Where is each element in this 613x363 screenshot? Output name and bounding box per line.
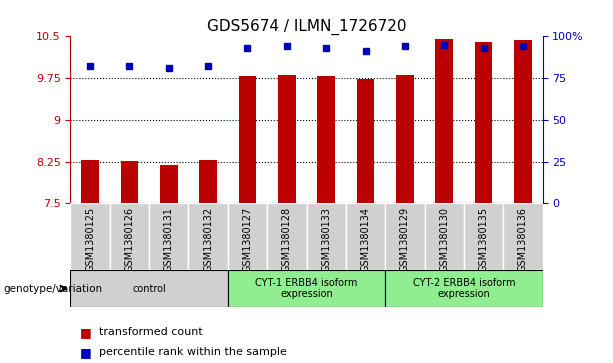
FancyBboxPatch shape bbox=[110, 203, 149, 270]
Text: GSM1380134: GSM1380134 bbox=[360, 207, 370, 272]
FancyBboxPatch shape bbox=[70, 270, 228, 307]
FancyBboxPatch shape bbox=[385, 203, 424, 270]
FancyBboxPatch shape bbox=[306, 203, 346, 270]
FancyBboxPatch shape bbox=[267, 203, 306, 270]
Text: ■: ■ bbox=[80, 326, 91, 339]
Text: transformed count: transformed count bbox=[99, 327, 203, 337]
Text: GSM1380131: GSM1380131 bbox=[164, 207, 174, 272]
Bar bbox=[278, 75, 295, 203]
Text: GSM1380128: GSM1380128 bbox=[282, 207, 292, 272]
FancyBboxPatch shape bbox=[424, 203, 464, 270]
Bar bbox=[396, 75, 414, 203]
Bar bbox=[318, 76, 335, 203]
Bar bbox=[435, 39, 453, 203]
FancyBboxPatch shape bbox=[385, 270, 543, 307]
Bar bbox=[474, 42, 492, 203]
Text: CYT-1 ERBB4 isoform
expression: CYT-1 ERBB4 isoform expression bbox=[255, 278, 358, 299]
Text: GSM1380133: GSM1380133 bbox=[321, 207, 331, 272]
Bar bbox=[199, 160, 217, 203]
Text: GSM1380136: GSM1380136 bbox=[518, 207, 528, 272]
Bar bbox=[514, 40, 531, 203]
Bar bbox=[121, 161, 139, 203]
Text: control: control bbox=[132, 284, 166, 294]
Bar bbox=[357, 79, 375, 203]
Text: ■: ■ bbox=[80, 346, 91, 359]
Bar bbox=[82, 160, 99, 203]
FancyBboxPatch shape bbox=[503, 203, 543, 270]
FancyBboxPatch shape bbox=[464, 203, 503, 270]
FancyBboxPatch shape bbox=[189, 203, 228, 270]
FancyBboxPatch shape bbox=[346, 203, 385, 270]
FancyBboxPatch shape bbox=[70, 203, 110, 270]
FancyBboxPatch shape bbox=[228, 270, 385, 307]
Bar bbox=[160, 166, 178, 203]
Text: GSM1380129: GSM1380129 bbox=[400, 207, 410, 272]
FancyBboxPatch shape bbox=[228, 203, 267, 270]
Text: GSM1380130: GSM1380130 bbox=[439, 207, 449, 272]
Text: CYT-2 ERBB4 isoform
expression: CYT-2 ERBB4 isoform expression bbox=[413, 278, 515, 299]
Text: GSM1380135: GSM1380135 bbox=[479, 207, 489, 272]
Text: GSM1380127: GSM1380127 bbox=[243, 207, 253, 272]
Title: GDS5674 / ILMN_1726720: GDS5674 / ILMN_1726720 bbox=[207, 19, 406, 35]
Text: genotype/variation: genotype/variation bbox=[3, 284, 102, 294]
Text: GSM1380126: GSM1380126 bbox=[124, 207, 134, 272]
Text: percentile rank within the sample: percentile rank within the sample bbox=[99, 347, 287, 357]
Bar bbox=[238, 76, 256, 203]
FancyBboxPatch shape bbox=[149, 203, 189, 270]
Text: GSM1380132: GSM1380132 bbox=[203, 207, 213, 272]
Text: GSM1380125: GSM1380125 bbox=[85, 207, 95, 272]
